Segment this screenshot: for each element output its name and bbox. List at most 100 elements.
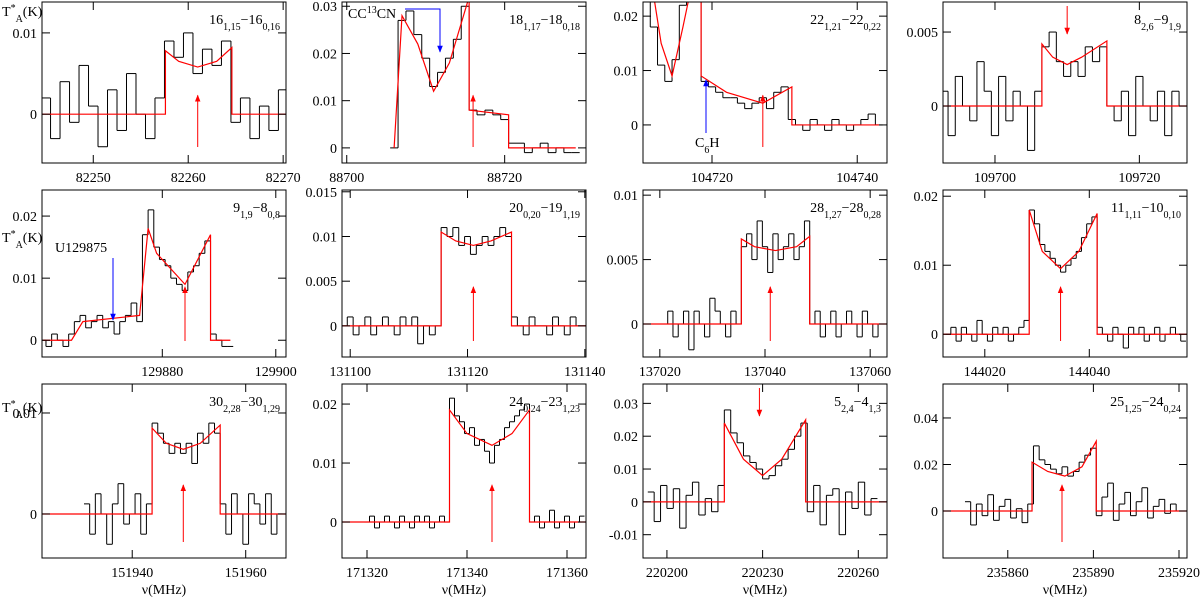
model-line — [342, 230, 586, 327]
y-axis-label: T*A(K) — [2, 229, 43, 251]
x-tick-label: 137060 — [849, 365, 891, 380]
panel: 88700 88720 0 0.01 0.02 0.03 181,17−180,18 CC13… — [313, 0, 587, 186]
x-tick-label: 129880 — [141, 365, 183, 380]
model-line — [342, 408, 586, 523]
step-risers — [50, 32, 279, 147]
model-line — [43, 228, 231, 341]
y-tick-label: 0.02 — [914, 190, 939, 205]
transition-label: 200,20−191,19 — [509, 201, 580, 221]
model-line — [42, 423, 286, 515]
frame — [942, 383, 1188, 559]
supscript: 13 — [367, 5, 377, 16]
y-tick-label: 0.015 — [306, 186, 338, 201]
x-tick-label: 137020 — [639, 365, 681, 380]
text-part: U129875 — [55, 241, 107, 256]
y-tick-label: 0 — [631, 119, 638, 134]
transition-label: 82,6−91,9 — [1134, 13, 1181, 33]
text-part: 22 — [810, 13, 824, 28]
frame — [341, 383, 587, 559]
y-tick-label: 0.005 — [306, 275, 338, 290]
text-part: 28 — [810, 201, 824, 216]
x-tick-label: 220260 — [837, 566, 879, 581]
frame — [341, 189, 587, 358]
text-part: 20 — [509, 201, 523, 216]
y-tick-label: 0.01 — [614, 463, 639, 478]
x-tick-label: 144020 — [964, 365, 1006, 380]
annotation-arrow — [405, 8, 443, 53]
plot-area — [42, 32, 286, 148]
step-risers — [45, 209, 223, 347]
subscript: 0,10 — [1164, 210, 1182, 221]
text-part: −23 — [541, 395, 563, 410]
x-tick-label: 220230 — [742, 566, 784, 581]
x-tick-label: 129900 — [255, 365, 297, 380]
frame — [341, 1, 587, 164]
y-tick-label: 0 — [330, 516, 337, 531]
text-part: C — [695, 136, 704, 151]
subscript: 0,8 — [268, 210, 281, 221]
model-line — [643, 417, 887, 503]
plot-area — [643, 409, 887, 536]
y-axis-label: T*A(K) — [2, 3, 43, 25]
frame — [642, 383, 888, 559]
subscript: 1,29 — [263, 404, 281, 415]
text-part: H — [709, 136, 719, 151]
plot-area — [342, 227, 586, 345]
y-tick-label: 0 — [631, 318, 638, 333]
y-tick-label: 0.01 — [614, 65, 639, 80]
model-line — [943, 39, 1187, 107]
transition-label: 111,11−100,10 — [1111, 201, 1181, 221]
subscript: 1,15 — [223, 22, 241, 33]
x-tick-label: 131120 — [447, 365, 488, 380]
y-tick-label: 0.02 — [614, 10, 639, 25]
text-part: 25 — [1110, 395, 1124, 410]
annotation: CC13CN — [348, 5, 396, 23]
y-tick-label: 0 — [30, 508, 37, 523]
text-part: 30 — [209, 395, 223, 410]
panel: 151940 151960 0 0.01 302,28−301,29 T*A(K) ν(MH… — [2, 383, 287, 598]
subscript: 6 — [704, 145, 709, 156]
y-axis-label: T*A(K) — [2, 399, 43, 421]
plot-area — [943, 438, 1187, 526]
step-risers — [950, 210, 1182, 349]
x-tick-label: 82250 — [76, 171, 111, 186]
y-tick-label: 0.02 — [313, 47, 338, 62]
plot-area — [943, 209, 1187, 349]
x-tick-label: 82270 — [266, 171, 301, 186]
text-part: (K) — [23, 231, 43, 246]
transition-label: 91,9−80,8 — [233, 201, 280, 221]
text-part: 5 — [834, 395, 841, 410]
model-line — [42, 46, 286, 115]
x-tick-label: 171360 — [546, 566, 588, 581]
text-part: −4 — [854, 395, 869, 410]
text-part: CC — [348, 7, 367, 22]
y-tick-label: 0 — [931, 328, 938, 343]
x-axis-label: ν(MHz) — [1043, 583, 1088, 598]
subscript: 2,28 — [223, 404, 241, 415]
plot-area — [42, 209, 234, 347]
x-axis-label: ν(MHz) — [442, 583, 487, 598]
step-risers — [947, 32, 1180, 151]
frame — [942, 1, 1188, 164]
text-part: −10 — [1142, 201, 1164, 216]
y-tick-label: -0.01 — [609, 529, 638, 544]
panel: 171320 171340 171360 0 0.01 0.02 240,24−231,23… — [313, 383, 588, 598]
subscript: 1,9 — [240, 210, 253, 221]
x-tick-label: 171340 — [446, 566, 488, 581]
subscript: 0,20 — [523, 210, 541, 221]
panel: 220200 220230 220260 -0.01 0 0.01 0.02 0.03 52,4… — [609, 383, 888, 598]
y-tick-label: 0.02 — [313, 398, 338, 413]
subscript: 0,28 — [864, 210, 882, 221]
subscript: 2,4 — [841, 404, 854, 415]
x-tick-label: 171320 — [346, 566, 388, 581]
plot-area — [943, 31, 1187, 151]
x-tick-label: 220200 — [646, 566, 688, 581]
plot-area — [649, 2, 883, 131]
x-tick-label: 235920 — [1158, 566, 1200, 581]
x-tick-label: 235890 — [1072, 566, 1114, 581]
text-part: −16 — [241, 13, 263, 28]
frame — [642, 1, 888, 164]
model-line — [643, 235, 887, 325]
text-part: 16 — [209, 13, 223, 28]
